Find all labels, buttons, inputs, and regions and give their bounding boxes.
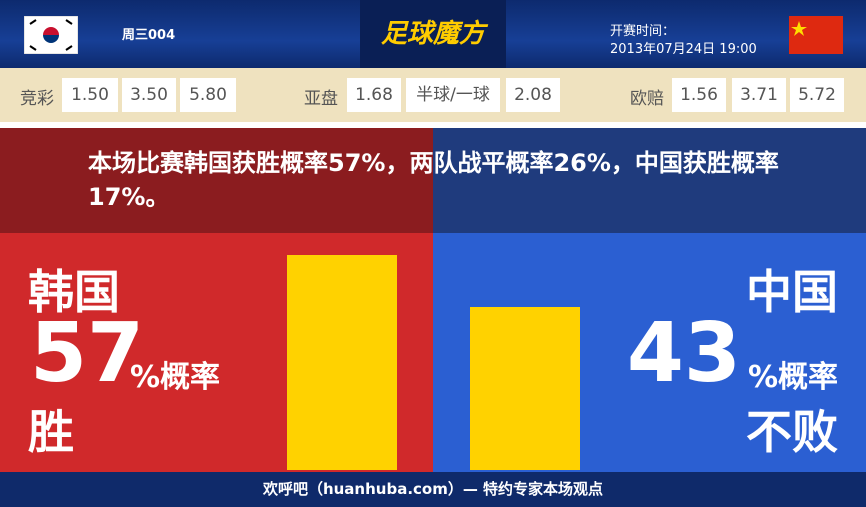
china-flag [789,16,843,54]
logo: 足球魔方 [360,0,506,68]
team-name: 韩国 [28,265,120,319]
bar [470,307,580,470]
odds-value: 1.50 [62,78,118,112]
kickoff-label: 开赛时间： [610,24,676,39]
odds-value: 半球/一球 [406,78,500,112]
team-unit: %概率 [747,360,838,395]
team-outcome: 胜 [28,405,74,459]
team-name: 中国 [746,265,838,319]
odds-label: 亚盘 [304,89,338,109]
odds-value: 3.71 [732,78,786,112]
team-value: 57 [30,306,145,401]
match-id: 周三004 [122,28,176,43]
odds-value: 1.68 [347,78,401,112]
odds-value: 5.80 [180,78,236,112]
odds-value: 5.72 [790,78,844,112]
odds-value: 3.50 [122,78,176,112]
team-value: 43 [626,306,741,401]
odds-value: 1.56 [672,78,726,112]
kickoff-time: 2013年07月24日 19:00 [610,42,757,57]
team-outcome: 不败 [746,405,838,459]
bar [287,254,397,470]
odds-value: 2.08 [506,78,560,112]
summary: 本场比赛韩国获胜概率57%，两队战平概率26%，中国获胜概率17%。 [88,149,779,211]
summary-bg-left [0,128,433,233]
odds-label: 竞彩 [20,89,54,109]
footer: 欢呼吧（huanhuba.com）— 特约专家本场观点 [0,472,866,507]
korea-flag [24,16,78,54]
team-unit: %概率 [130,360,221,395]
odds-label: 欧赔 [630,89,664,109]
summary-bg-right [433,128,866,233]
